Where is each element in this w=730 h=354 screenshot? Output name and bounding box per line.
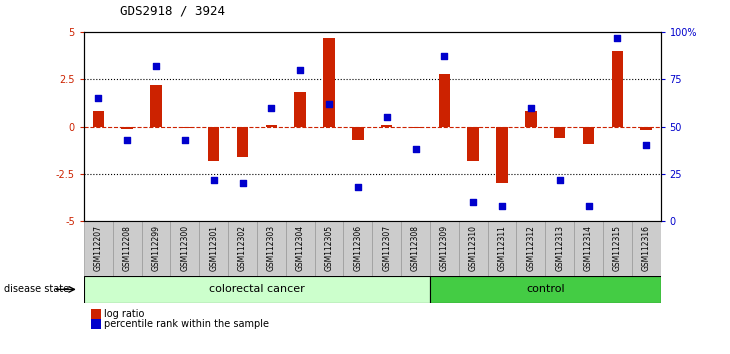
Point xyxy=(266,105,277,110)
Bar xyxy=(467,127,479,161)
Text: GSM112208: GSM112208 xyxy=(123,225,131,271)
Point xyxy=(554,177,566,182)
Point xyxy=(467,200,479,205)
Point xyxy=(179,137,191,143)
Point xyxy=(410,147,421,152)
Point xyxy=(93,95,104,101)
Bar xyxy=(603,221,632,276)
Text: GSM112310: GSM112310 xyxy=(469,225,477,271)
Point xyxy=(381,114,393,120)
Text: colorectal cancer: colorectal cancer xyxy=(209,284,305,295)
Bar xyxy=(285,221,315,276)
Bar xyxy=(640,127,652,130)
Point xyxy=(640,143,652,148)
Point xyxy=(237,181,248,186)
Bar xyxy=(352,127,364,140)
Point xyxy=(294,67,306,73)
Text: GSM112314: GSM112314 xyxy=(584,225,593,271)
Point xyxy=(583,203,594,209)
Bar xyxy=(93,112,104,127)
Bar xyxy=(257,221,285,276)
Bar xyxy=(458,221,488,276)
Text: GSM112304: GSM112304 xyxy=(296,225,304,271)
Text: percentile rank within the sample: percentile rank within the sample xyxy=(104,319,269,329)
Bar xyxy=(199,221,228,276)
Text: GSM112315: GSM112315 xyxy=(613,225,622,271)
Bar xyxy=(430,276,661,303)
Bar xyxy=(237,127,248,157)
Text: GSM112207: GSM112207 xyxy=(94,225,103,271)
Bar xyxy=(228,221,257,276)
Text: GSM112305: GSM112305 xyxy=(325,225,334,271)
Bar xyxy=(632,221,661,276)
Bar xyxy=(554,127,566,138)
Bar xyxy=(612,51,623,127)
Text: GSM112311: GSM112311 xyxy=(498,225,507,271)
Bar xyxy=(170,221,199,276)
Bar xyxy=(381,125,393,127)
Bar xyxy=(574,221,603,276)
Bar xyxy=(402,221,430,276)
Bar xyxy=(516,221,545,276)
Point xyxy=(525,105,537,110)
Bar xyxy=(113,221,142,276)
Text: log ratio: log ratio xyxy=(104,309,145,319)
Bar xyxy=(496,127,508,183)
Bar xyxy=(525,112,537,127)
Text: GSM112312: GSM112312 xyxy=(526,225,535,271)
Bar xyxy=(84,221,112,276)
Bar xyxy=(208,127,220,161)
Bar xyxy=(343,221,372,276)
Text: GSM112313: GSM112313 xyxy=(556,225,564,271)
Text: control: control xyxy=(526,284,564,295)
Bar xyxy=(488,221,517,276)
Point xyxy=(150,63,162,69)
Bar xyxy=(439,74,450,127)
Text: GSM112306: GSM112306 xyxy=(353,225,362,271)
Bar xyxy=(121,127,133,130)
Point xyxy=(323,101,335,107)
Text: GSM112301: GSM112301 xyxy=(210,225,218,271)
Bar xyxy=(583,127,594,144)
Bar xyxy=(150,85,162,127)
Text: GSM112299: GSM112299 xyxy=(152,225,161,271)
Bar xyxy=(84,276,430,303)
Point xyxy=(496,203,508,209)
Bar xyxy=(410,127,421,129)
Text: GSM112308: GSM112308 xyxy=(411,225,420,271)
Text: disease state: disease state xyxy=(4,284,69,295)
Text: GDS2918 / 3924: GDS2918 / 3924 xyxy=(120,5,226,18)
Bar xyxy=(179,127,191,129)
Point xyxy=(612,35,623,40)
Bar xyxy=(294,92,306,127)
Bar xyxy=(545,221,574,276)
Text: GSM112316: GSM112316 xyxy=(642,225,650,271)
Point xyxy=(208,177,220,182)
Text: GSM112302: GSM112302 xyxy=(238,225,247,271)
Text: GSM112309: GSM112309 xyxy=(440,225,449,271)
Bar xyxy=(315,221,343,276)
Text: GSM112300: GSM112300 xyxy=(180,225,189,271)
Bar xyxy=(430,221,458,276)
Bar xyxy=(266,125,277,127)
Text: GSM112307: GSM112307 xyxy=(383,225,391,271)
Point xyxy=(352,184,364,190)
Bar xyxy=(372,221,401,276)
Text: GSM112303: GSM112303 xyxy=(267,225,276,271)
Bar xyxy=(142,221,171,276)
Point xyxy=(439,54,450,59)
Bar xyxy=(323,38,335,127)
Point xyxy=(121,137,133,143)
